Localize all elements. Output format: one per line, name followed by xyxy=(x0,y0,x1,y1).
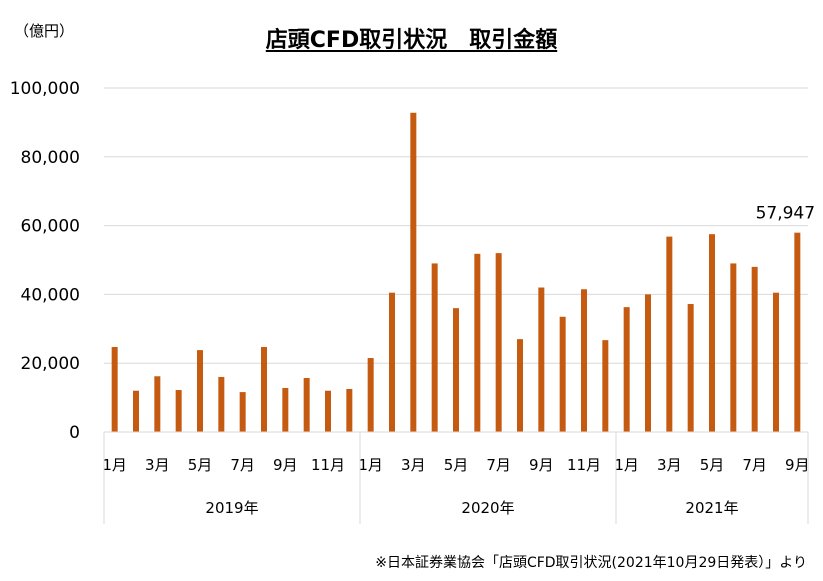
bar xyxy=(389,292,395,432)
source-note: ※日本証券業協会「店頭CFD取引状況(2021年10月29日発表）」より xyxy=(375,555,807,571)
y-axis: 0 20,000 40,000 60,000 80,000 100,000 xyxy=(10,79,80,443)
year-group-label: 2020年 xyxy=(461,499,514,517)
bar xyxy=(431,263,438,432)
bar xyxy=(517,339,523,432)
bar xyxy=(751,266,758,432)
bar xyxy=(602,340,609,432)
data-label: 57,947 xyxy=(756,204,815,224)
bar xyxy=(709,234,715,432)
y-tick-label: 20,000 xyxy=(21,354,80,374)
x-tick-label: 7月 xyxy=(742,456,767,474)
bar xyxy=(623,307,630,432)
chart-title: 店頭CFD取引状況 取引金額 xyxy=(265,28,558,53)
x-tick-label: 5月 xyxy=(444,456,469,474)
bar xyxy=(197,350,203,432)
bar xyxy=(175,390,182,432)
x-tick-label: 9月 xyxy=(529,456,554,474)
year-group-label: 2019年 xyxy=(205,499,258,517)
year-group-label: 2021年 xyxy=(685,499,738,517)
x-tick-label: 1月 xyxy=(102,456,127,474)
bar xyxy=(218,376,225,432)
bar xyxy=(303,377,310,432)
x-tick-label: 7月 xyxy=(486,456,511,474)
bar xyxy=(410,112,417,432)
x-tick-label: 9月 xyxy=(273,456,298,474)
bar xyxy=(474,253,481,432)
bar xyxy=(346,389,353,432)
bar xyxy=(687,304,694,432)
bar xyxy=(773,292,779,432)
bar xyxy=(645,294,651,432)
bar xyxy=(367,358,374,432)
bar xyxy=(282,387,289,432)
y-tick-label: 100,000 xyxy=(10,79,80,99)
bar xyxy=(495,253,502,432)
y-tick-label: 80,000 xyxy=(21,148,80,168)
bar xyxy=(261,347,267,432)
x-tick-label: 7月 xyxy=(230,456,255,474)
data-labels: 57,947 xyxy=(756,204,815,224)
x-tick-label: 5月 xyxy=(188,456,213,474)
x-tick-label: 1月 xyxy=(614,456,639,474)
x-tick-label: 3月 xyxy=(657,456,682,474)
bars xyxy=(111,112,801,432)
bar xyxy=(239,392,246,432)
y-tick-label: 40,000 xyxy=(21,285,80,305)
x-tick-label: 3月 xyxy=(145,456,170,474)
x-tick-label: 1月 xyxy=(358,456,383,474)
y-tick-label: 60,000 xyxy=(21,217,80,237)
y-tick-label: 0 xyxy=(69,423,80,443)
bar xyxy=(133,390,139,432)
x-tick-label: 3月 xyxy=(401,456,426,474)
bar xyxy=(154,376,161,432)
bar xyxy=(538,287,545,432)
bar xyxy=(581,289,587,432)
x-tick-label: 9月 xyxy=(785,456,810,474)
bar xyxy=(325,390,331,432)
x-axis: 1月 3月 5月 7月 9月 11月 1月 3月 5月 7月 9月 11月 1月 3月 5月 7月 9月 2019… xyxy=(102,431,810,524)
bar xyxy=(111,347,118,432)
bar xyxy=(730,263,737,432)
x-tick-label: 5月 xyxy=(700,456,725,474)
bar xyxy=(453,308,459,432)
x-tick-label: 11月 xyxy=(311,456,345,474)
bar xyxy=(666,236,673,432)
x-tick-label: 11月 xyxy=(567,456,601,474)
unit-label: （億円） xyxy=(14,22,75,40)
bar xyxy=(559,316,566,432)
bar xyxy=(794,232,801,432)
